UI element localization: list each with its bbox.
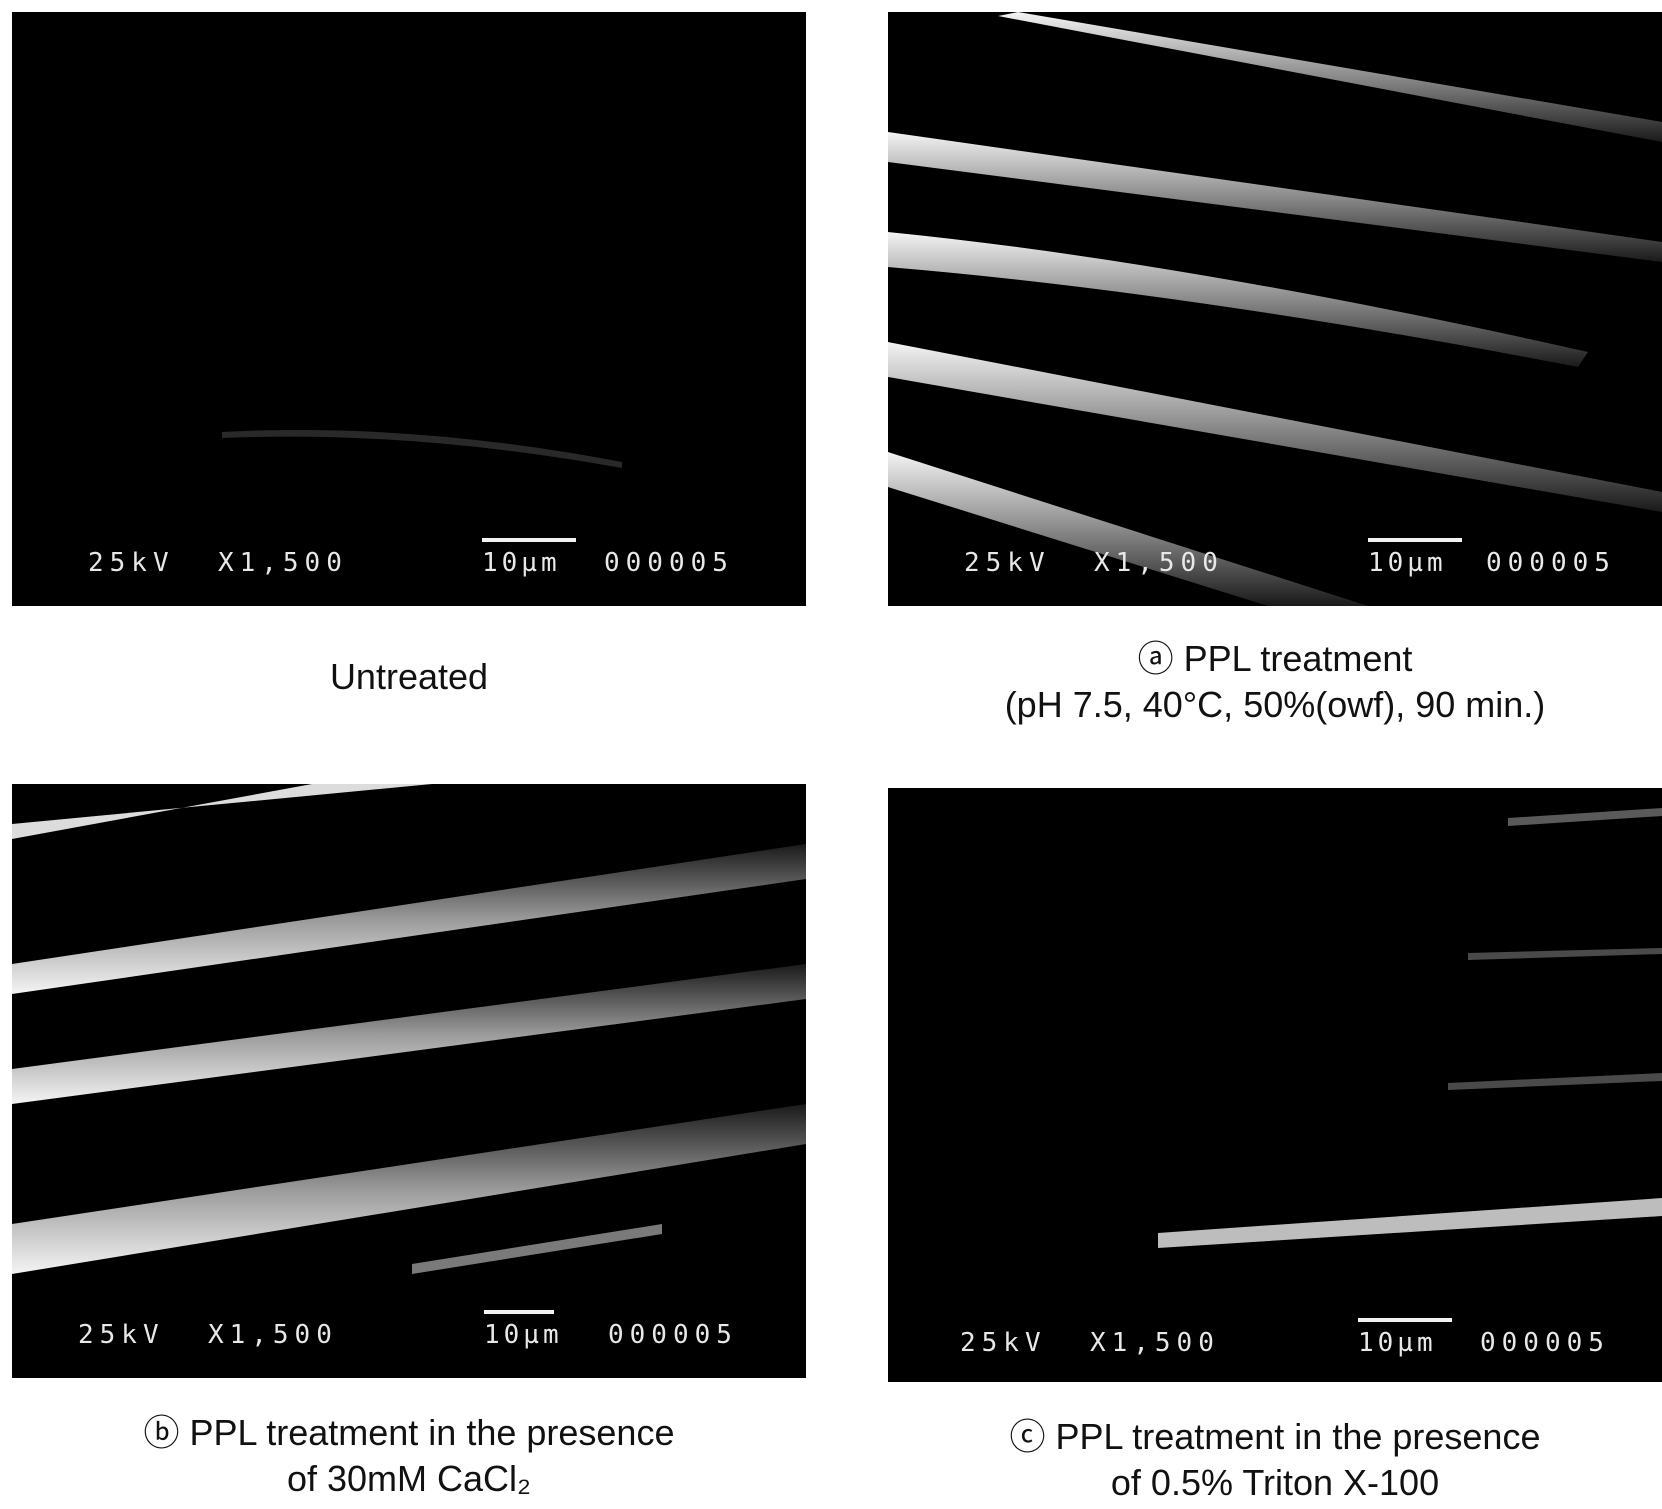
caption-line: ⓑ PPL treatment in the presence [143, 1412, 675, 1453]
scale-bar: 10µm [1358, 1318, 1452, 1358]
caption-ppl-treatment: ⓐ PPL treatment (pH 7.5, 40°C, 50%(owf),… [888, 636, 1662, 728]
accel-magnification-label: 25kV X1,500 [88, 548, 348, 578]
fiber-surface-a [888, 12, 1662, 606]
caption-line: Untreated [329, 656, 489, 697]
accel-magnification-label: 25kV X1,500 [960, 1328, 1220, 1358]
scale-label: 10µm [482, 548, 561, 578]
scale-label: 10µm [1368, 548, 1447, 578]
scale-bar: 10µm [482, 538, 576, 578]
fiber-surface-untreated [222, 430, 622, 468]
scale-label: 10µm [1358, 1328, 1437, 1358]
sem-image-ppl-triton: 25kV X1,500 10µm 000005 [888, 788, 1662, 1382]
image-code: 000005 [608, 1320, 738, 1350]
caption-line: ⓒ PPL treatment in the presence [1009, 1416, 1541, 1457]
caption-line: of 0.5% Triton X-100 [1110, 1462, 1440, 1503]
sem-info-bar: 25kV X1,500 10µm 000005 [12, 538, 806, 578]
caption-ppl-cacl2: ⓑ PPL treatment in the presence of 30mM … [12, 1410, 806, 1502]
scale-bar: 10µm [484, 1310, 563, 1350]
sem-image-untreated: 25kV X1,500 10µm 000005 [12, 12, 806, 606]
image-code: 000005 [1486, 548, 1616, 578]
sem-info-bar: 25kV X1,500 10µm 000005 [888, 1318, 1662, 1358]
image-code: 000005 [604, 548, 734, 578]
sem-info-bar: 25kV X1,500 10µm 000005 [888, 538, 1662, 578]
sem-image-ppl-cacl2: 25kV X1,500 10µm 000005 [12, 784, 806, 1378]
scale-label: 10µm [484, 1320, 563, 1350]
fiber-surface-c [1158, 808, 1662, 1248]
caption-untreated: Untreated [12, 654, 806, 700]
accel-magnification-label: 25kV X1,500 [964, 548, 1224, 578]
sem-info-bar: 25kV X1,500 10µm 000005 [12, 1310, 806, 1350]
caption-line: ⓐ PPL treatment [1137, 638, 1413, 679]
caption-line: of 30mM CaCl₂ [286, 1458, 532, 1499]
caption-line: (pH 7.5, 40°C, 50%(owf), 90 min.) [1004, 684, 1546, 725]
sem-image-ppl-treatment: 25kV X1,500 10µm 000005 [888, 12, 1662, 606]
scale-bar: 10µm [1368, 538, 1462, 578]
fiber-surface-b [12, 784, 806, 1274]
image-code: 000005 [1480, 1328, 1610, 1358]
caption-ppl-triton: ⓒ PPL treatment in the presence of 0.5% … [888, 1414, 1662, 1506]
accel-magnification-label: 25kV X1,500 [78, 1320, 338, 1350]
